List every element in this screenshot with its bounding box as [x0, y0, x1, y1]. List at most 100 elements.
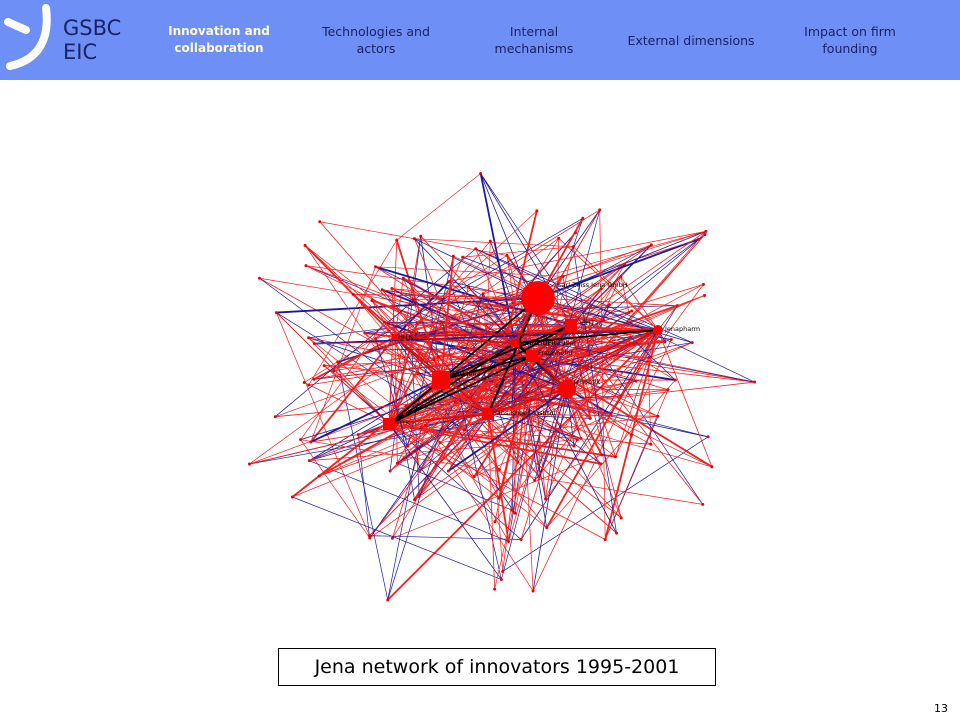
- node: [479, 171, 483, 175]
- node: [701, 282, 705, 286]
- node: [753, 380, 757, 384]
- edge: [532, 388, 568, 592]
- node: [585, 367, 589, 371]
- hub-node: [511, 339, 519, 347]
- node: [533, 478, 537, 482]
- edge: [508, 399, 532, 542]
- edge: [388, 355, 533, 425]
- node: [663, 340, 667, 344]
- edge: [462, 358, 602, 465]
- nav-item[interactable]: Innovation and collaboration: [168, 24, 270, 55]
- node: [609, 412, 613, 416]
- edge: [604, 389, 669, 540]
- edge: [537, 209, 601, 299]
- edge: [520, 329, 659, 540]
- node: [395, 238, 399, 242]
- node: [603, 537, 607, 541]
- node: [561, 274, 565, 278]
- node: [630, 433, 634, 437]
- node: [619, 275, 623, 279]
- edge: [599, 209, 606, 540]
- node: [571, 245, 575, 249]
- nav-item[interactable]: Technologies and actors: [322, 24, 430, 56]
- edge: [570, 288, 602, 326]
- edge: [313, 342, 516, 380]
- edge: [308, 239, 398, 386]
- edge: [545, 284, 704, 500]
- edge: [391, 288, 396, 338]
- node: [420, 425, 424, 429]
- node: [413, 498, 417, 502]
- node: [628, 342, 632, 346]
- node: [525, 320, 529, 324]
- edge: [516, 354, 649, 358]
- node: [462, 428, 466, 432]
- header-bar: GSBC EIC Innovation and collaboration Te…: [0, 0, 960, 80]
- edge: [532, 329, 659, 592]
- edge: [573, 246, 659, 331]
- node: [543, 343, 547, 347]
- edge: [440, 324, 572, 381]
- node: [367, 534, 371, 538]
- node: [486, 330, 490, 334]
- node: [432, 357, 436, 361]
- edge: [309, 379, 442, 461]
- nav-item[interactable]: Impact on firm founding: [804, 24, 896, 56]
- edge: [319, 388, 568, 477]
- node: [382, 320, 386, 324]
- edge: [395, 239, 442, 381]
- node: [501, 569, 505, 573]
- hub-node: [482, 408, 494, 420]
- node: [710, 465, 714, 469]
- edge: [388, 423, 502, 580]
- node: [503, 376, 507, 380]
- edge: [369, 535, 522, 540]
- node-label: FSU Jena: [452, 370, 481, 378]
- node: [554, 376, 558, 380]
- node: [598, 208, 602, 212]
- node: [336, 360, 340, 364]
- node: [557, 236, 561, 240]
- edge: [310, 336, 396, 443]
- edge: [566, 388, 622, 518]
- nav-item[interactable]: Internal mechanisms: [494, 24, 574, 56]
- node: [529, 398, 533, 402]
- edge: [537, 297, 635, 346]
- caption: Jena network of innovators 1995-2001: [278, 648, 716, 686]
- node: [404, 404, 408, 408]
- node: [629, 335, 633, 339]
- node: [476, 301, 480, 305]
- node: [247, 462, 251, 466]
- node: [545, 526, 549, 530]
- hub-node: [565, 319, 577, 331]
- node: [438, 441, 442, 445]
- edge: [407, 324, 572, 447]
- edge: [291, 379, 442, 498]
- edge: [566, 388, 603, 456]
- edge: [391, 288, 630, 313]
- node: [441, 321, 445, 325]
- node: [505, 253, 509, 257]
- nav-item[interactable]: External dimensions: [627, 32, 755, 48]
- node: [627, 311, 631, 315]
- edge: [439, 415, 659, 443]
- edge: [570, 312, 630, 326]
- node: [395, 461, 399, 465]
- hub-node: [392, 334, 398, 340]
- node: [701, 502, 705, 506]
- node: [499, 577, 503, 581]
- node: [599, 462, 603, 466]
- edge: [319, 343, 634, 477]
- edge: [531, 340, 666, 357]
- node: [575, 438, 579, 442]
- edge: [558, 237, 659, 331]
- node: [380, 288, 384, 292]
- node: [447, 279, 451, 283]
- edge: [566, 388, 668, 391]
- node: [390, 536, 394, 540]
- node: [446, 469, 450, 473]
- node: [472, 475, 476, 479]
- edge: [440, 355, 533, 381]
- edge: [496, 386, 568, 390]
- node: [706, 435, 710, 439]
